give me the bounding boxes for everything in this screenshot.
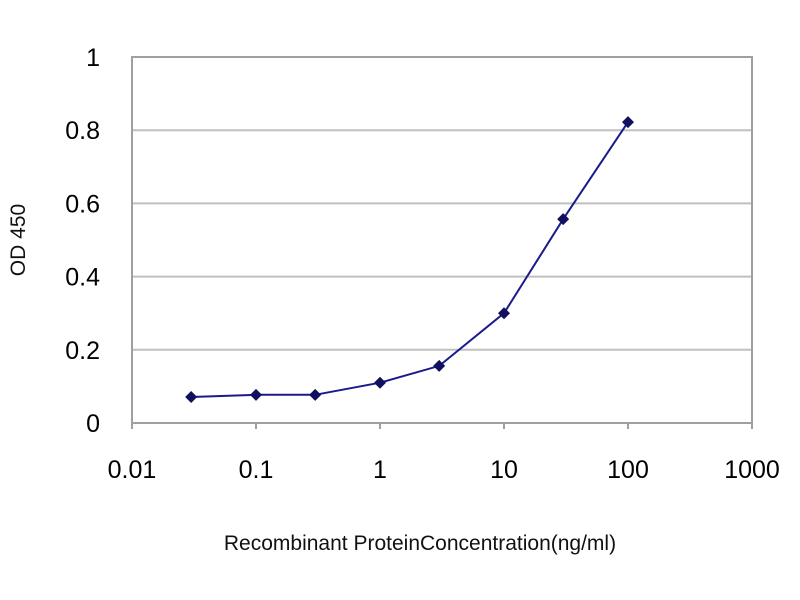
x-tick-label: 1000 bbox=[724, 456, 780, 484]
x-tick-label: 100 bbox=[607, 456, 649, 484]
x-axis-label: Recombinant ProteinConcentration(ng/ml) bbox=[224, 532, 616, 555]
data-point bbox=[622, 116, 634, 129]
y-tick-label: 0.6 bbox=[65, 190, 100, 218]
data-point bbox=[185, 391, 198, 404]
y-tick-label: 0 bbox=[86, 410, 100, 438]
y-tick-label: 1 bbox=[86, 44, 100, 72]
data-point bbox=[250, 388, 262, 401]
x-tick-label: 0.1 bbox=[239, 456, 274, 484]
data-point bbox=[498, 307, 510, 320]
data-point bbox=[433, 359, 446, 372]
data-point bbox=[309, 388, 322, 401]
plot-frame bbox=[131, 56, 753, 424]
y-tick-label: 0.4 bbox=[65, 264, 100, 292]
data-point bbox=[557, 213, 570, 226]
x-tick-label: 1 bbox=[373, 456, 387, 484]
x-tick-label: 0.01 bbox=[108, 456, 157, 484]
y-axis-label: OD 450 bbox=[7, 204, 30, 276]
x-tick-label: 10 bbox=[490, 456, 518, 484]
y-tick-label: 0.2 bbox=[65, 337, 100, 365]
data-point bbox=[374, 376, 386, 389]
series-line bbox=[191, 121, 629, 398]
y-tick-label: 0.8 bbox=[65, 117, 100, 145]
